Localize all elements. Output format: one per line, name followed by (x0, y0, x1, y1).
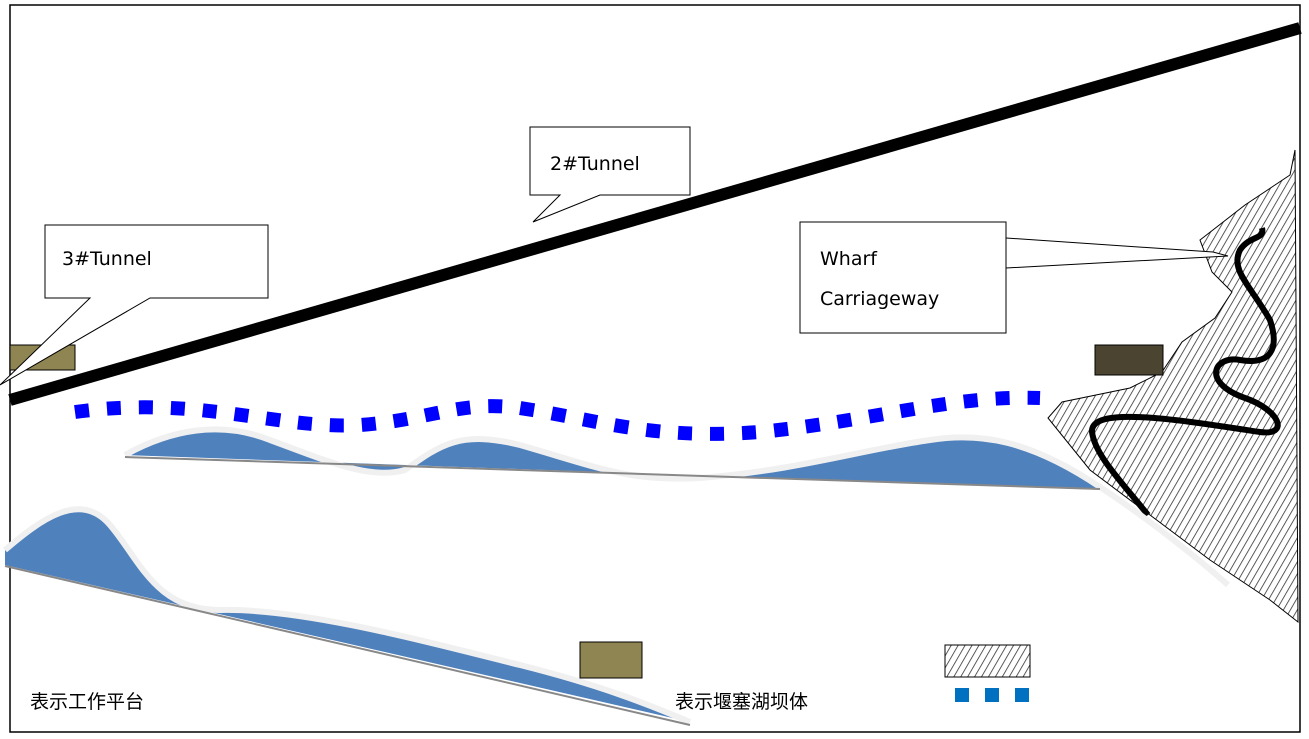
shore (4, 565, 691, 726)
legend-swatch (944, 644, 1031, 678)
callout-box (0, 224, 269, 386)
water (5, 509, 690, 722)
shore (3, 506, 692, 725)
callout-label: 2#Tunnel (550, 153, 640, 175)
platform (1094, 344, 1164, 376)
callout-box (799, 221, 1007, 334)
shore (123, 426, 1230, 588)
legend-swatch (1015, 688, 1029, 702)
wharf-road (1089, 227, 1281, 517)
tunnel (8, 22, 1302, 406)
water (125, 429, 1105, 490)
legend-swatch (579, 641, 643, 679)
legend-swatch (985, 688, 999, 702)
shore (124, 456, 1101, 490)
legend-swatch (955, 688, 969, 702)
barrier-line (74, 390, 1041, 441)
callout-label: Carriageway (820, 288, 939, 310)
legend-label: 表示工作平台 (30, 691, 144, 713)
legend-label: 表示堰塞湖坝体 (675, 691, 808, 713)
callout-label: 3#Tunnel (62, 248, 152, 270)
callout-box (529, 126, 691, 223)
callout-label: Wharf (820, 248, 878, 270)
callout-pointer (1005, 237, 1229, 269)
